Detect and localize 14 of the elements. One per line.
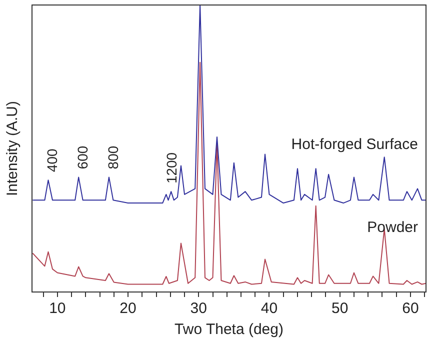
annotation: 600: [74, 146, 90, 170]
x-tick-label: 30: [190, 300, 207, 318]
annotation: 400: [44, 148, 60, 172]
series-label: Powder: [367, 219, 418, 236]
series-label: Hot-forged Surface: [291, 136, 418, 153]
x-tick-label: 10: [49, 300, 66, 318]
x-tick-label: 60: [402, 300, 419, 318]
x-axis-title: Two Theta (deg): [174, 321, 284, 338]
x-tick-label: 20: [120, 300, 136, 318]
x-tick-label: 50: [332, 300, 348, 318]
x-tick-label: 40: [260, 300, 278, 318]
y-axis-title: Intensity (A.U): [4, 100, 22, 196]
annotation: 1200: [163, 152, 180, 184]
annotation: 800: [104, 146, 121, 170]
